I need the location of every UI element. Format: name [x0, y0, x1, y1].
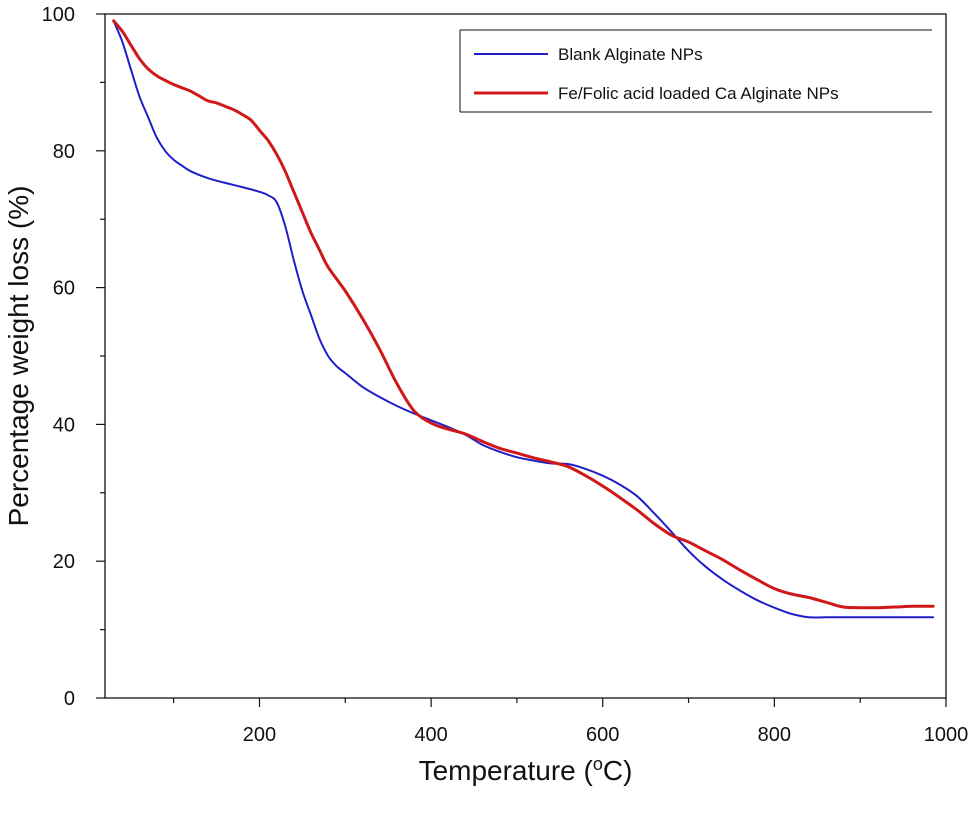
legend-label-blank-alginate: Blank Alginate NPs: [558, 45, 703, 64]
plot-frame: [104, 13, 947, 699]
y-tick-label: 20: [53, 551, 75, 573]
y-tick-label: 40: [53, 414, 75, 436]
x-tick-label: 200: [243, 724, 276, 746]
legend-box: [460, 30, 932, 112]
x-tick-label: 600: [586, 724, 619, 746]
y-tick-label: 0: [64, 688, 75, 710]
x-tick-label: 400: [414, 724, 447, 746]
legend: Blank Alginate NPs Fe/Folic acid loaded …: [459, 29, 932, 113]
x-axis-title-sup: o: [593, 754, 603, 774]
x-axis-title-post: C): [603, 755, 633, 786]
x-ticks: 200 400 600 800 1000: [173, 698, 969, 746]
y-ticks: 0 20 40 60 80 100: [42, 4, 105, 710]
series-lines: [112, 19, 935, 619]
x-tick-label: 1000: [924, 724, 969, 746]
series-line-0: [112, 19, 935, 619]
y-tick-label: 60: [53, 278, 75, 300]
legend-label-fe-folic: Fe/Folic acid loaded Ca Alginate NPs: [558, 84, 839, 103]
series-line-1: [112, 19, 935, 610]
x-axis-title-pre: Temperature (: [419, 755, 594, 786]
x-axis-title: Temperature (oC): [419, 754, 633, 786]
y-tick-label: 80: [53, 141, 75, 163]
y-tick-label: 100: [42, 4, 75, 26]
plot-area: 200 400 600 800 1000 0 20 40 60 80 100: [42, 4, 969, 746]
y-axis-title: Percentage weight loss (%): [3, 186, 34, 527]
x-tick-label: 800: [758, 724, 791, 746]
